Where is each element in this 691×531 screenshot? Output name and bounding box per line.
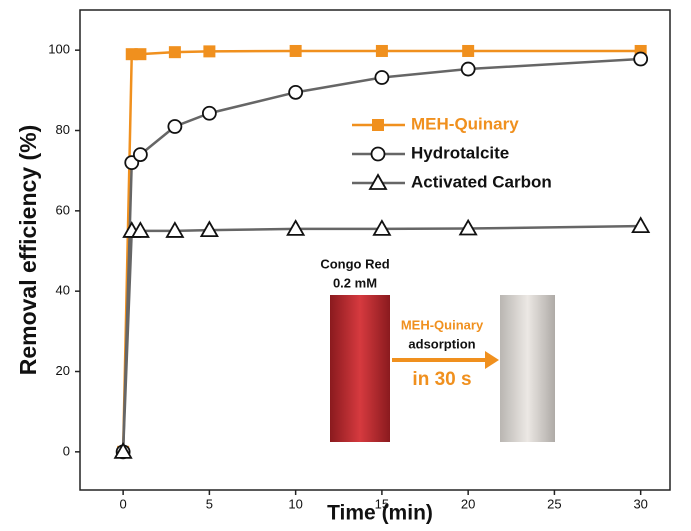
marker [458,218,478,236]
marker [203,45,216,58]
marker [134,48,147,61]
legend-marker [370,146,386,162]
x-tick-label: 0 [120,496,127,511]
x-axis-label: Time (min) [327,502,433,525]
arrow-head [485,351,499,369]
x-tick-label: 25 [547,496,561,511]
annotation: Congo Red [320,256,389,271]
annotation: in 30 s [412,369,471,390]
plot-frame [79,9,671,491]
marker [165,221,185,238]
annotation: 0.2 mM [333,275,377,290]
marker [372,219,392,236]
legend-marker [368,173,388,190]
marker [113,442,133,459]
tube-before [330,295,390,442]
y-tick-label: 20 [56,363,70,378]
marker [631,216,651,234]
marker [374,70,390,85]
y-tick-label: 40 [56,283,70,298]
y-tick-label: 80 [56,122,70,137]
marker [167,119,183,134]
marker [130,221,150,238]
legend-label: Hydrotalcite [411,143,509,162]
y-tick-label: 100 [48,42,70,57]
marker [168,46,181,59]
legend-marker [372,119,384,131]
marker [633,51,649,67]
marker [199,220,219,238]
y-tick-label: 0 [63,443,70,458]
tube-after [500,295,555,442]
y-axis-label: Removal efficiency (%) [15,125,41,376]
annotation: MEH-Quinary [401,317,484,332]
annotation: adsorption [408,336,475,351]
x-tick-label: 10 [288,496,302,511]
marker [132,147,148,163]
y-tick-label: 60 [56,202,70,217]
x-tick-label: 30 [633,496,647,511]
marker [289,44,302,57]
marker [375,44,388,57]
marker [462,44,475,57]
marker [201,105,217,121]
legend-label: Activated Carbon [411,172,552,191]
marker [460,61,476,77]
marker [288,84,304,100]
legend-label: MEH-Quinary [411,114,519,133]
x-tick-label: 5 [206,496,213,511]
marker [286,219,306,236]
x-tick-label: 15 [375,496,389,511]
x-tick-label: 20 [461,496,475,511]
